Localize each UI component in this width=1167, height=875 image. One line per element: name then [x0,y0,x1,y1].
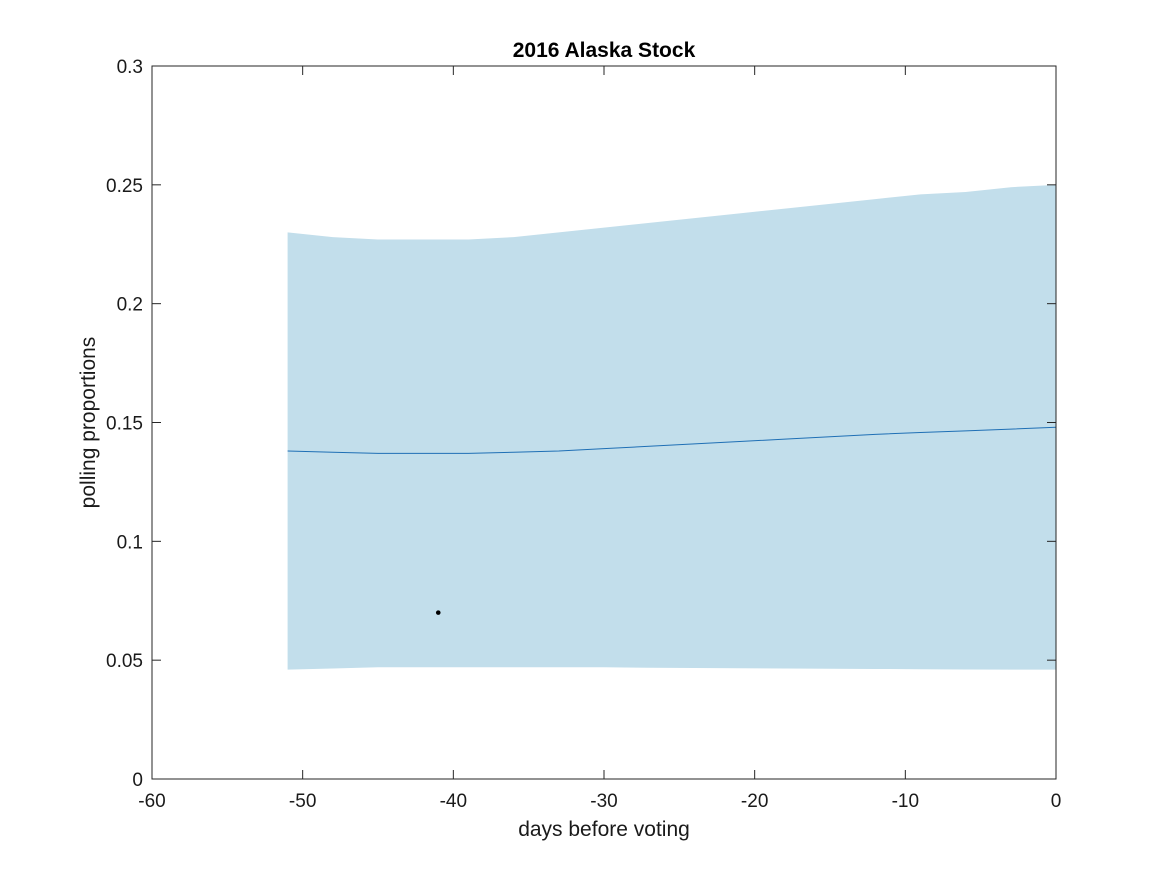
confidence-band [287,184,1057,670]
x-tick-label: -10 [892,791,919,812]
y-tick-label: 0.1 [117,532,143,553]
y-tick-label: 0.2 [117,295,143,316]
poll-point [435,610,441,615]
chart-title: 2016 Alaska Stock [513,39,696,62]
y-axis-label: polling proportions [77,337,100,509]
y-tick-label: 0.25 [106,176,143,197]
y-tick-label: 0 [132,770,143,791]
x-tick-label: -50 [289,791,316,812]
x-tick-label: -30 [590,791,617,812]
x-tick-label: 0 [1051,791,1062,812]
mean-line [287,426,1057,454]
y-tick-label: 0.3 [117,57,143,78]
plot-area [287,184,1057,670]
y-tick-label: 0.15 [106,414,143,435]
x-tick-label: -20 [741,791,768,812]
x-tick-label: -40 [440,791,467,812]
y-tick-label: 0.05 [106,651,143,672]
axis-ticks: -60 -50 -40 -30 -20 -10 0 0 0.05 0.1 0.15 0.2 0.25 0.… [106,57,1061,812]
x-tick-label: -60 [138,791,165,812]
x-axis-label: days before voting [518,818,690,841]
